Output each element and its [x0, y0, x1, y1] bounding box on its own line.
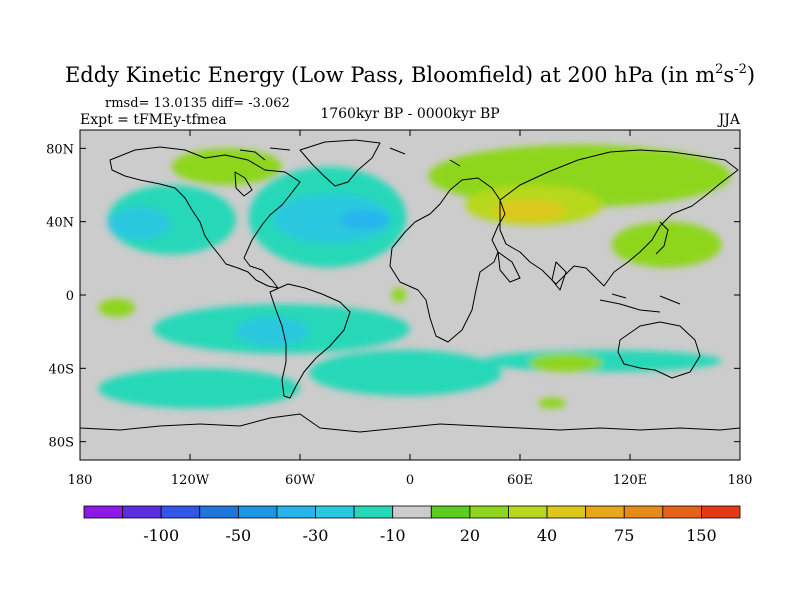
region-siberia-peak	[492, 199, 566, 222]
colorbar-swatch	[315, 505, 355, 519]
colorbar-swatch	[122, 505, 162, 519]
region-east-pacific-green	[98, 298, 135, 318]
coastline-europe-africa	[389, 177, 506, 343]
colorbar-label: 20	[460, 526, 480, 545]
coastline-india	[551, 261, 567, 291]
colorbar-label: -30	[303, 526, 329, 545]
colorbar-swatch	[430, 505, 471, 519]
coastline-hudson-bay	[234, 171, 253, 197]
y-axis: 80N 40N 0 40S 80S	[46, 142, 740, 451]
colorbar-swatch	[392, 505, 432, 519]
region-s-ocean-atlantic	[309, 350, 502, 396]
x-axis: 180 120W 60W 0 60E 120E 180	[68, 130, 753, 488]
coastline-japan	[655, 221, 669, 255]
coastline-arctic-islands	[239, 147, 461, 167]
x-tick-label: 0	[406, 473, 414, 488]
x-tick-label: 60E	[507, 473, 533, 488]
colorbar-swatch	[508, 505, 548, 519]
colorbar-swatch	[276, 505, 316, 519]
y-tick-label: 40N	[46, 216, 74, 231]
colorbar-swatch	[83, 505, 123, 519]
x-tick-label: 120E	[613, 473, 647, 488]
region-s-ocean-indian	[483, 350, 722, 372]
colorbar-label: -50	[225, 526, 251, 545]
coastline-arabia	[497, 251, 521, 283]
period-label: 1760kyr BP - 0000kyr BP	[320, 106, 499, 122]
region-ne-pacific-core	[107, 207, 172, 240]
region-s-pacific	[98, 368, 300, 409]
colorbar-swatch	[353, 505, 394, 519]
colorbar-swatch	[469, 505, 509, 519]
colorbar-swatch	[237, 505, 278, 519]
region-pacific-north	[611, 221, 722, 268]
stats-label: rmsd= 13.0135 diff= -3.062	[105, 96, 290, 111]
y-tick-label: 0	[66, 289, 74, 304]
coastline-south-america	[269, 283, 351, 399]
colorbar-swatch	[701, 505, 741, 519]
colorbar-swatch	[623, 505, 664, 519]
coastline-greenland	[299, 139, 381, 187]
coastline-antarctica	[80, 413, 740, 433]
colorbar-swatch	[662, 505, 702, 519]
region-indian-green	[529, 353, 603, 373]
colorbar-swatch	[585, 505, 625, 519]
coastline-asia	[499, 149, 739, 287]
x-tick-label: 180	[68, 473, 93, 488]
colorbar-label: -10	[380, 526, 406, 545]
y-tick-label: 80N	[46, 142, 74, 157]
colorbar-label: 75	[614, 526, 634, 545]
x-tick-label: 120W	[171, 473, 210, 488]
season-label: JJA	[717, 112, 741, 128]
experiment-label: Expt = tFMEy-tfmea	[80, 112, 227, 128]
colorbar-swatch	[546, 505, 587, 519]
colorbar: -100 -50 -30 -10 20 40 75 150	[83, 505, 741, 545]
map-panel	[80, 130, 740, 460]
colorbar-swatch	[160, 505, 201, 519]
coastline-layer	[80, 139, 740, 433]
chart-title: Eddy Kinetic Energy (Low Pass, Bloomfiel…	[65, 62, 755, 87]
coastline-north-america	[109, 146, 301, 289]
colorbar-label: 150	[686, 526, 717, 545]
y-tick-label: 80S	[49, 436, 74, 451]
region-africa-green	[391, 287, 407, 303]
colorbar-label: -100	[143, 526, 179, 545]
region-greenland-arc	[171, 148, 282, 186]
colorbar-label: 40	[537, 526, 557, 545]
colorbar-swatch	[199, 505, 239, 519]
contour-fill-layer	[98, 144, 731, 409]
region-n-atlantic-min	[340, 210, 388, 229]
region-s-subtropic-core	[235, 317, 310, 347]
x-tick-label: 180	[728, 473, 753, 488]
coastline-australia	[617, 321, 701, 379]
region-antarctic-green	[538, 397, 566, 409]
y-tick-label: 40S	[49, 362, 74, 377]
coastline-indonesia	[599, 293, 681, 313]
x-tick-label: 60W	[285, 473, 316, 488]
region-n-atlantic-core	[272, 194, 392, 244]
